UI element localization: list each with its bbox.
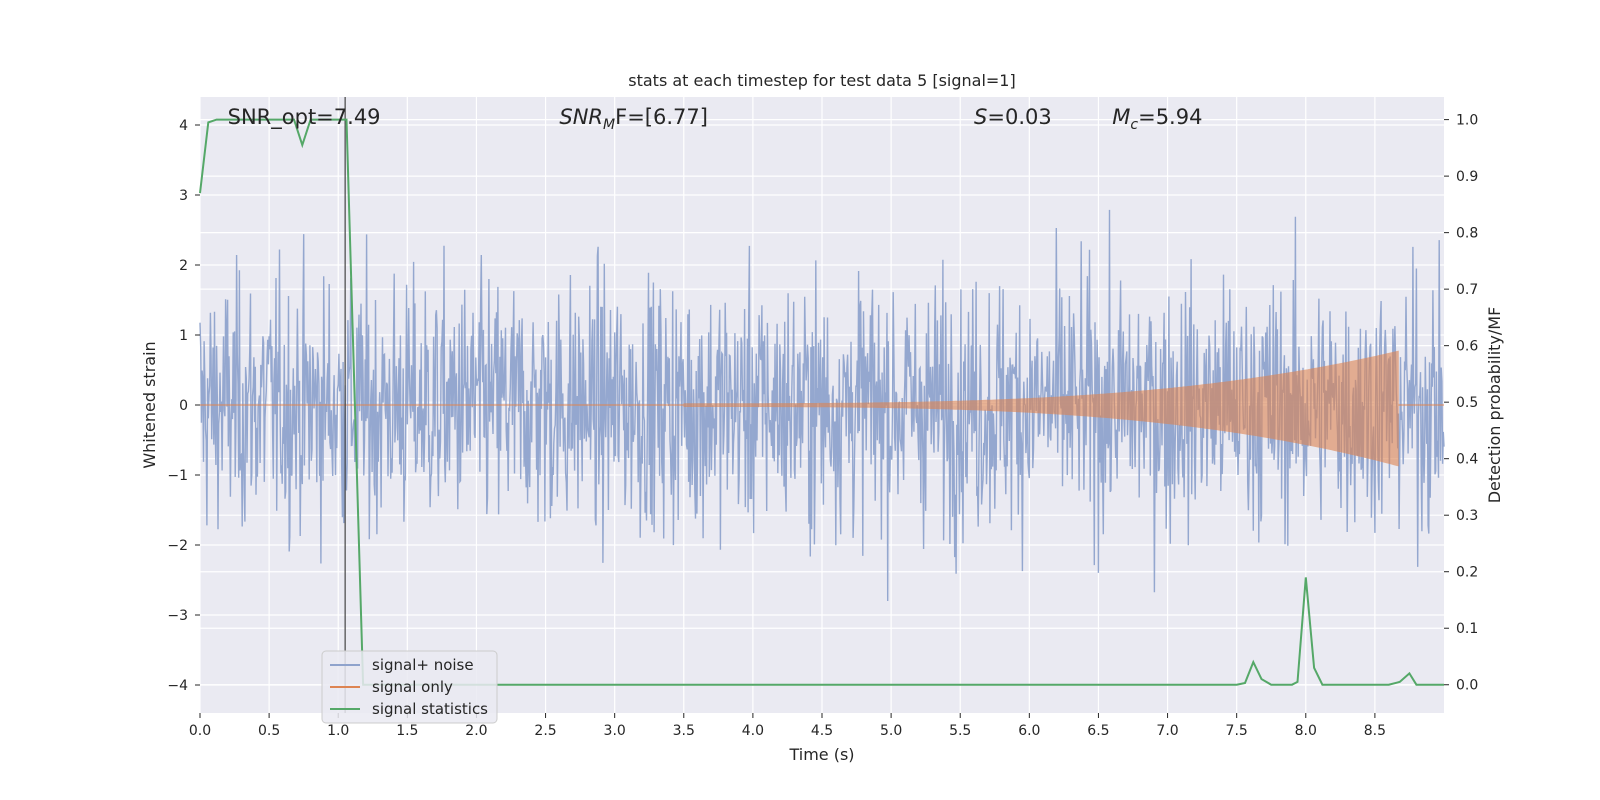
legend-label: signal only: [372, 678, 453, 696]
y-right-tick-label: 0.4: [1456, 452, 1478, 468]
y-left-tick-label: 1: [179, 328, 188, 344]
y-axis-right-label: Detection probability/MF: [1485, 307, 1504, 504]
annotation: SNRMF=[6.77]: [559, 105, 708, 133]
x-tick-label: 5.0: [880, 723, 902, 739]
legend-box: [321, 650, 498, 724]
legend-label: signal+ noise: [372, 656, 474, 674]
y-left-tick-label: −2: [167, 538, 188, 554]
series-signal-only: [200, 350, 1444, 467]
y-right-tick-label: 0.1: [1456, 621, 1478, 637]
x-tick-label: 5.5: [949, 723, 971, 739]
x-tick-label: 1.0: [327, 723, 349, 739]
x-tick-label: 8.5: [1364, 723, 1386, 739]
y-axis-left-label: Whitened strain: [140, 341, 159, 468]
x-tick-label: 2.0: [465, 723, 487, 739]
legend: signal+ noise signal only signal statistic…: [321, 650, 498, 724]
y-axis-left-ticks: −4 −3 −2 −1 0 1 2 3 4: [167, 118, 200, 694]
x-axis-ticks: 0.0 0.5 1.0 1.5 2.0 2.5 3.0 3.5 4.0 4.5 5.0 5.5 6.0 6…: [189, 713, 1386, 739]
x-tick-label: 0.5: [258, 723, 280, 739]
x-tick-label: 4.5: [811, 723, 833, 739]
x-tick-label: 7.5: [1226, 723, 1248, 739]
y-left-tick-label: −4: [167, 678, 188, 694]
y-left-tick-label: 0: [179, 398, 188, 414]
annotations: SNR_opt=7.49 SNRMF=[6.77] S=0.03 Mc=5.94: [228, 105, 1203, 133]
legend-label: signal statistics: [372, 700, 488, 718]
y-right-tick-label: 1.0: [1456, 113, 1478, 129]
y-left-tick-label: 2: [179, 258, 188, 274]
x-tick-label: 0.0: [189, 723, 211, 739]
y-left-tick-label: −3: [167, 608, 188, 624]
x-tick-label: 7.0: [1156, 723, 1178, 739]
y-right-tick-label: 0.8: [1456, 226, 1478, 242]
x-tick-label: 3.0: [604, 723, 626, 739]
annotation: Mc=5.94: [1112, 105, 1202, 133]
annotation: S=0.03: [974, 105, 1052, 129]
y-axis-right-ticks: 0.0 0.1 0.2 0.3 0.4 0.5 0.6 0.7 0.8 0.9 1.0: [1444, 113, 1478, 694]
y-left-tick-label: 4: [179, 118, 188, 134]
x-tick-label: 2.5: [534, 723, 556, 739]
x-axis-label: Time (s): [788, 745, 854, 764]
x-tick-label: 1.5: [396, 723, 418, 739]
y-right-tick-label: 0.6: [1456, 339, 1478, 355]
y-right-tick-label: 0.3: [1456, 508, 1478, 524]
x-tick-label: 6.0: [1018, 723, 1040, 739]
x-tick-label: 8.0: [1295, 723, 1317, 739]
y-right-tick-label: 0.2: [1456, 565, 1478, 581]
y-right-tick-label: 0.5: [1456, 395, 1478, 411]
annotation: SNR_opt=7.49: [228, 105, 381, 130]
x-tick-label: 6.5: [1087, 723, 1109, 739]
signal-envelope: [683, 350, 1399, 467]
y-right-tick-label: 0.0: [1456, 678, 1478, 694]
chart-title: stats at each timestep for test data 5 […: [628, 71, 1015, 90]
y-left-tick-label: 3: [179, 188, 188, 204]
y-right-tick-label: 0.7: [1456, 282, 1478, 298]
x-tick-label: 3.5: [673, 723, 695, 739]
x-tick-label: 4.0: [742, 723, 764, 739]
y-right-tick-label: 0.9: [1456, 169, 1478, 185]
y-left-tick-label: −1: [167, 468, 188, 484]
